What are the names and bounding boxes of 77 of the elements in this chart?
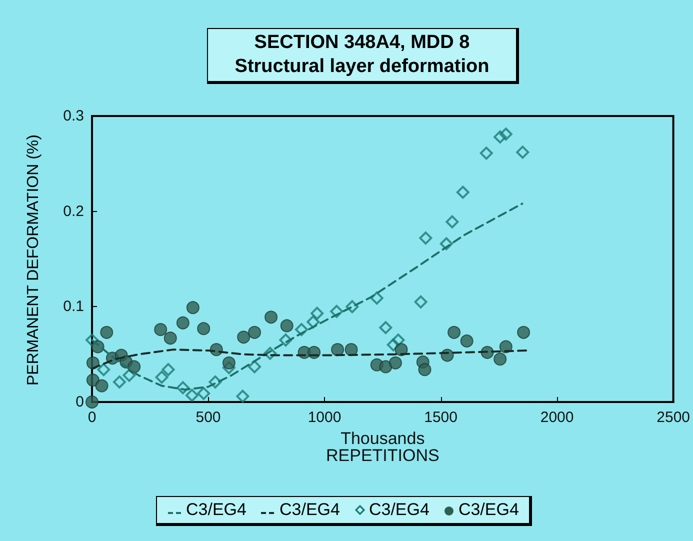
point [95, 379, 108, 392]
point [164, 332, 177, 345]
point [440, 237, 453, 250]
point [388, 356, 402, 370]
point [448, 326, 461, 339]
point [344, 343, 358, 356]
point [208, 375, 222, 388]
point [306, 315, 320, 328]
point [112, 375, 126, 388]
point [460, 334, 474, 348]
point [186, 301, 200, 314]
point [86, 374, 100, 387]
legend-label: C3/EG4 [279, 500, 340, 520]
y-tick-label: 0.1 [63, 298, 84, 316]
point [155, 370, 168, 384]
point [86, 334, 98, 347]
point [162, 363, 175, 376]
point [236, 390, 250, 403]
point [100, 326, 114, 339]
y-tick-label: 0.3 [63, 108, 84, 124]
point [176, 381, 190, 394]
point [86, 396, 98, 408]
point [446, 215, 459, 228]
point [197, 322, 210, 336]
point [517, 326, 530, 339]
point [176, 316, 190, 330]
point [346, 300, 359, 314]
x-tick-label: 500 [196, 409, 221, 426]
point [197, 386, 210, 400]
y-axis-title: PERMANENT DEFORMATION (%) [25, 134, 43, 386]
point [494, 352, 507, 366]
point [185, 388, 198, 402]
point [379, 321, 392, 334]
point [494, 130, 507, 144]
x-tick-label: 2000 [540, 409, 574, 426]
legend-label: C3/EG4 [458, 500, 519, 520]
point [237, 330, 250, 344]
point [97, 363, 110, 376]
x-tick-label: 2500 [656, 409, 690, 426]
text: Thousands [340, 428, 425, 448]
point [264, 346, 277, 360]
point [330, 304, 344, 318]
point [370, 292, 384, 305]
x-axis-title: REPETITIONS [326, 446, 440, 465]
point [480, 146, 493, 160]
point [280, 319, 294, 332]
point [419, 232, 432, 245]
point [154, 323, 168, 336]
point [394, 343, 408, 356]
point [331, 343, 344, 356]
point [516, 146, 530, 159]
chart-title: SECTION 348A4, MDD 8 [253, 31, 471, 55]
point [499, 340, 512, 354]
point [392, 334, 405, 347]
chart-subtitle: Structural layer deformation [234, 55, 490, 79]
point [414, 295, 428, 308]
x-tick-label: 1500 [424, 409, 458, 426]
point [279, 334, 292, 347]
point [264, 310, 278, 324]
x-tick-label: 0 [88, 409, 96, 426]
point [222, 356, 236, 370]
legend-label: C3/EG4 [368, 500, 430, 520]
point [386, 338, 400, 352]
point [499, 128, 512, 141]
legend-label: C3/EG4 [186, 500, 246, 520]
point [456, 186, 470, 199]
point [418, 363, 432, 376]
y-tick-label: 0.2 [63, 202, 84, 220]
point [122, 368, 136, 382]
point [248, 360, 262, 374]
point [379, 360, 392, 374]
point [248, 326, 262, 339]
point [128, 360, 141, 374]
y-tick-label: 0 [76, 394, 84, 410]
point [310, 306, 324, 320]
point [295, 323, 308, 336]
x-tick-label: 1000 [308, 409, 342, 426]
